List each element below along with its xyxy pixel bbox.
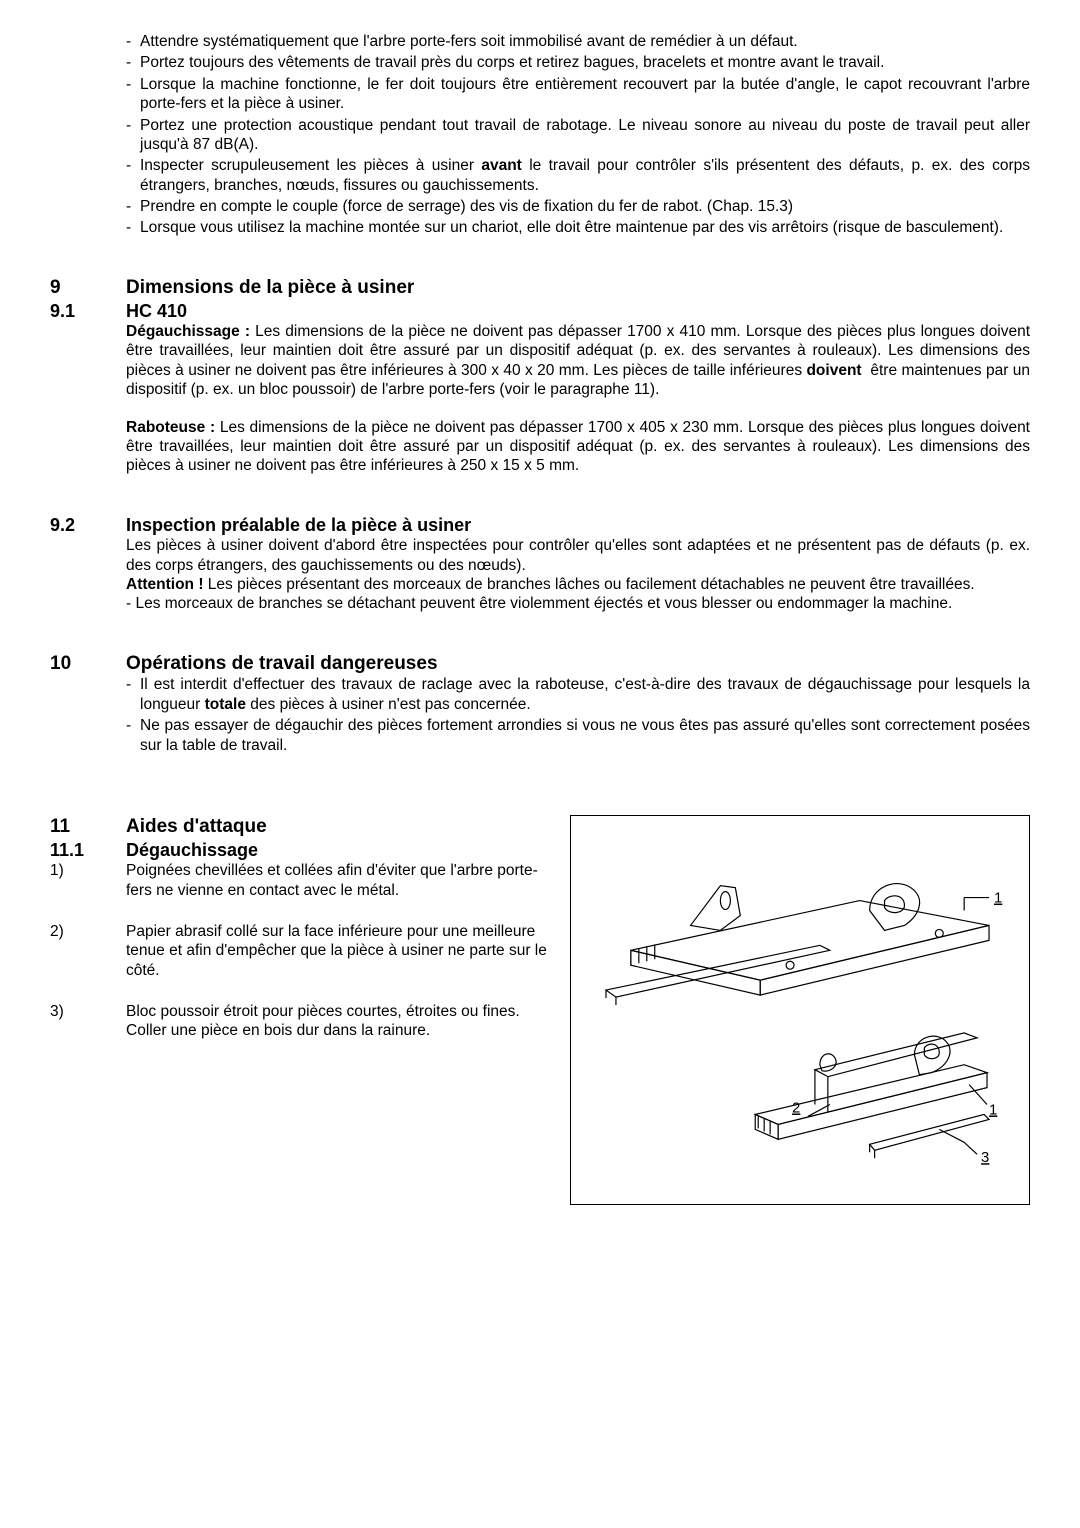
diagram-svg: 1 [571, 816, 1029, 1204]
paragraph-label: Dégauchissage : [126, 323, 250, 340]
list-item: 2) Papier abrasif collé sur la face infé… [50, 922, 554, 980]
intro-bullet-text: Portez une protection acoustique pendant… [140, 116, 1030, 155]
bullet-text: Ne pas essayer de dégauchir des pièces f… [140, 716, 1030, 755]
paragraph-label: Raboteuse : [126, 419, 215, 436]
intro-bullet: - Attendre systématiquement que l'arbre … [126, 32, 1030, 51]
section-title: Aides d'attaque [126, 815, 554, 839]
intro-bullet-text: Lorsque vous utilisez la machine montée … [140, 218, 1030, 237]
section-title: Opérations de travail dangereuses [126, 652, 1030, 676]
item-number: 1) [50, 861, 126, 900]
section-number: 11 [50, 815, 126, 839]
intro-bullet: - Inspecter scrupuleusement les pièces à… [126, 156, 1030, 195]
subsection-number: 9.2 [50, 514, 126, 537]
subsection-title: Dégauchissage [126, 839, 554, 862]
section-number: 10 [50, 652, 126, 676]
numbered-list: 1) Poignées chevillées et collées afin d… [50, 861, 554, 1041]
item-text: Papier abrasif collé sur la face inférie… [126, 922, 554, 980]
paragraph-text: - Les morceaux de branches se détachant … [126, 595, 952, 612]
paragraph-text: Les pièces à usiner doivent d'abord être… [126, 537, 1030, 573]
subsection-title: HC 410 [126, 300, 1030, 323]
list-item: 3) Bloc poussoir étroit pour pièces cour… [50, 1002, 554, 1041]
page: - Attendre systématiquement que l'arbre … [0, 0, 1080, 1528]
intro-bullet-text: Attendre systématiquement que l'arbre po… [140, 32, 1030, 51]
technical-diagram: 1 [570, 815, 1030, 1205]
intro-bullet: - Portez une protection acoustique penda… [126, 116, 1030, 155]
section-title: Dimensions de la pièce à usiner [126, 276, 1030, 300]
bold-word: totale [205, 696, 246, 713]
intro-bullet-text: Inspecter scrupuleusement les pièces à u… [140, 156, 1030, 195]
item-number: 3) [50, 1002, 126, 1041]
section-9-2: 9.2 Inspection préalable de la pièce à u… [50, 514, 1030, 614]
intro-bullet: - Prendre en compte le couple (force de … [126, 197, 1030, 216]
callout-2: 2 [792, 1099, 800, 1116]
callout-1: 1 [994, 889, 1002, 906]
list-item: 1) Poignées chevillées et collées afin d… [50, 861, 554, 900]
subsection-number: 9.1 [50, 300, 126, 323]
intro-bullet-text: Prendre en compte le couple (force de se… [140, 197, 1030, 216]
paragraph-text: Les dimensions de la pièce ne doivent pa… [126, 419, 1030, 475]
intro-bullet-text: Lorsque la machine fonctionne, le fer do… [140, 75, 1030, 114]
intro-bullet: - Portez toujours des vêtements de trava… [126, 53, 1030, 72]
intro-bullet: - Lorsque la machine fonctionne, le fer … [126, 75, 1030, 114]
section-9: 9 Dimensions de la pièce à usiner 9.1 HC… [50, 276, 1030, 476]
subsection-title: Inspection préalable de la pièce à usine… [126, 514, 1030, 537]
bullet-item: - Ne pas essayer de dégauchir des pièces… [126, 716, 1030, 755]
bold-word: avant [481, 157, 522, 174]
paragraph: Dégauchissage : Les dimensions de la piè… [50, 322, 1030, 400]
attention-text: Les pièces présentant des morceaux de br… [208, 576, 975, 593]
section-number: 9 [50, 276, 126, 300]
subsection-number: 11.1 [50, 839, 126, 862]
intro-bullet-list: - Attendre systématiquement que l'arbre … [50, 32, 1030, 238]
bullet-text: Il est interdit d'effectuer des travaux … [140, 675, 1030, 714]
item-text: Bloc poussoir étroit pour pièces courtes… [126, 1002, 554, 1041]
paragraph: Les pièces à usiner doivent d'abord être… [50, 536, 1030, 614]
paragraph: Raboteuse : Les dimensions de la pièce n… [50, 418, 1030, 476]
bullet-item: - Il est interdit d'effectuer des travau… [126, 675, 1030, 714]
section-11: 11 Aides d'attaque 11.1 Dégauchissage 1)… [50, 815, 1030, 1205]
intro-bullet: - Lorsque vous utilisez la machine monté… [126, 218, 1030, 237]
item-number: 2) [50, 922, 126, 980]
attention-label: Attention ! [126, 576, 203, 593]
bold-word: doivent [806, 362, 861, 379]
item-text: Poignées chevillées et collées afin d'év… [126, 861, 554, 900]
callout-1-lower: 1 [989, 1101, 997, 1118]
section-10: 10 Opérations de travail dangereuses - I… [50, 652, 1030, 755]
intro-bullet-text: Portez toujours des vêtements de travail… [140, 53, 1030, 72]
callout-3: 3 [981, 1149, 989, 1166]
